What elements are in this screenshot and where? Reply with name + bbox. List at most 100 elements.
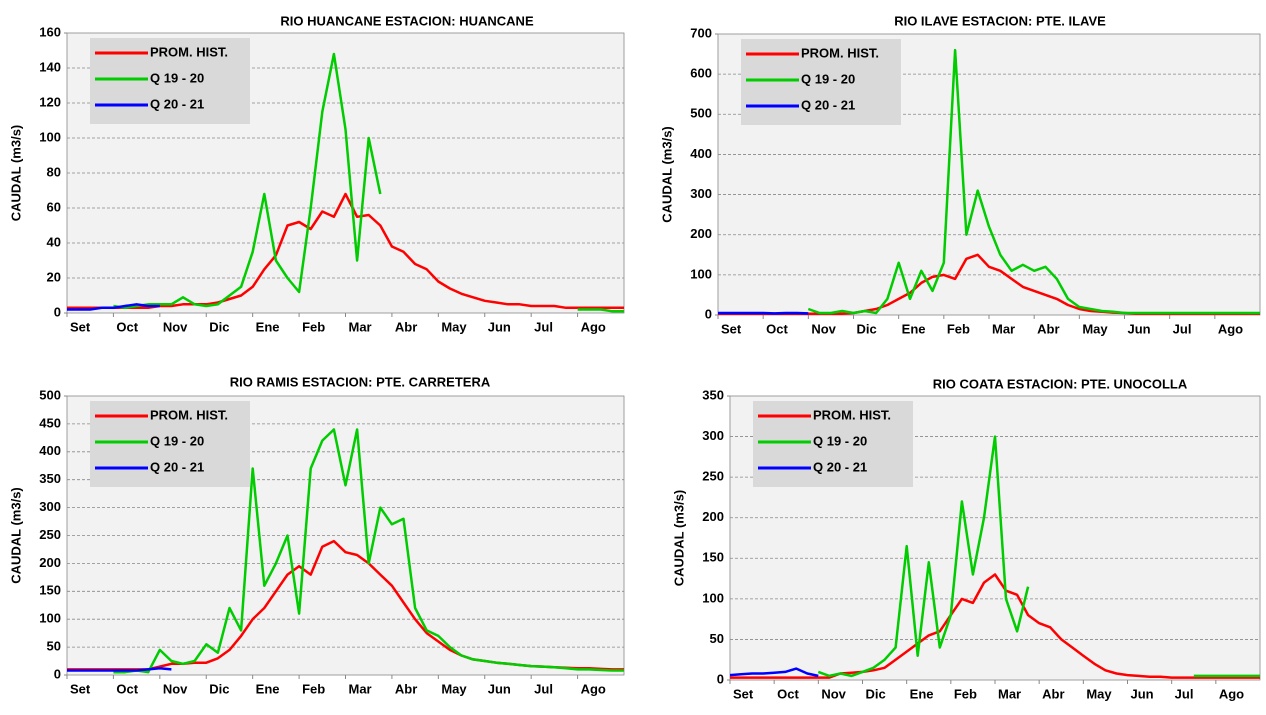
y-axis-label: CAUDAL (m3/s) [671, 490, 686, 587]
x-tick-label: Nov [811, 321, 836, 336]
y-tick-label: 100 [702, 590, 724, 605]
legend-label: Q 20 - 21 [150, 459, 204, 474]
x-tick-label: Mar [349, 681, 372, 696]
y-tick-label: 50 [710, 631, 724, 646]
y-tick-label: 500 [690, 106, 712, 121]
y-tick-label: 200 [702, 509, 724, 524]
x-tick-label: Ago [581, 681, 606, 696]
x-tick-label: Dic [857, 321, 877, 336]
y-tick-label: 350 [39, 471, 61, 486]
x-tick-label: May [1086, 686, 1112, 701]
legend-label: Q 19 - 20 [150, 433, 204, 448]
x-tick-label: Dic [209, 319, 229, 334]
y-tick-label: 50 [47, 639, 61, 654]
x-tick-label: Set [70, 681, 91, 696]
legend-label: PROM. HIST. [150, 44, 228, 59]
y-tick-label: 350 [702, 387, 724, 402]
y-tick-label: 150 [702, 550, 724, 565]
chart-title: RIO ILAVE ESTACION: PTE. ILAVE [894, 13, 1106, 28]
x-tick-label: Abr [1042, 686, 1064, 701]
y-tick-label: 300 [39, 499, 61, 514]
x-tick-label: Ene [910, 686, 934, 701]
x-tick-label: Ago [1219, 686, 1244, 701]
x-tick-label: Oct [777, 686, 799, 701]
x-tick-label: Mar [992, 321, 1015, 336]
y-tick-label: 0 [705, 306, 712, 321]
x-tick-label: Ago [581, 319, 606, 334]
legend-label: PROM. HIST. [801, 45, 879, 60]
x-tick-label: Ene [256, 319, 280, 334]
x-tick-label: Dic [866, 686, 886, 701]
y-tick-label: 200 [690, 226, 712, 241]
y-tick-label: 250 [39, 527, 61, 542]
x-tick-label: May [441, 319, 467, 334]
y-tick-label: 150 [39, 583, 61, 598]
y-tick-label: 400 [690, 146, 712, 161]
x-tick-label: Feb [947, 321, 970, 336]
legend-label: PROM. HIST. [813, 407, 891, 422]
x-tick-label: Jul [1175, 686, 1194, 701]
x-tick-label: Ene [256, 681, 280, 696]
y-tick-label: 0 [717, 671, 724, 686]
y-tick-label: 100 [690, 266, 712, 281]
x-tick-label: Oct [116, 681, 138, 696]
y-tick-label: 300 [702, 428, 724, 443]
x-tick-label: Jun [1128, 321, 1151, 336]
y-tick-label: 300 [690, 186, 712, 201]
y-tick-label: 140 [39, 59, 61, 74]
y-tick-label: 200 [39, 555, 61, 570]
y-tick-label: 100 [39, 611, 61, 626]
x-tick-label: Nov [163, 319, 188, 334]
y-tick-label: 20 [47, 269, 61, 284]
x-tick-label: Ago [1218, 321, 1243, 336]
x-tick-label: Ene [902, 321, 926, 336]
x-tick-label: Set [70, 319, 91, 334]
y-tick-label: 600 [690, 66, 712, 81]
x-tick-label: Feb [302, 681, 325, 696]
chart: RIO RAMIS ESTACION: PTE. CARRETERA CAUDAL… [8, 374, 624, 696]
y-tick-label: 500 [39, 387, 61, 402]
legend-label: Q 20 - 21 [801, 97, 855, 112]
y-tick-label: 450 [39, 415, 61, 430]
legend-label: Q 19 - 20 [150, 70, 204, 85]
x-tick-label: Nov [163, 681, 188, 696]
x-tick-label: Oct [116, 319, 138, 334]
y-tick-label: 700 [690, 25, 712, 40]
chart-title: RIO COATA ESTACION: PTE. UNOCOLLA [933, 376, 1188, 391]
y-tick-label: 100 [39, 129, 61, 144]
x-tick-label: Set [721, 321, 742, 336]
chart-title: RIO RAMIS ESTACION: PTE. CARRETERA [230, 374, 491, 389]
x-tick-label: Mar [998, 686, 1021, 701]
x-tick-label: Set [733, 686, 754, 701]
x-tick-label: Jun [488, 319, 511, 334]
y-axis-label: CAUDAL (m3/s) [8, 487, 23, 584]
x-tick-label: Feb [302, 319, 325, 334]
x-tick-label: Dic [209, 681, 229, 696]
legend-label: Q 20 - 21 [150, 96, 204, 111]
legend-label: Q 19 - 20 [813, 433, 867, 448]
y-tick-label: 40 [47, 234, 61, 249]
x-tick-label: Jul [534, 319, 553, 334]
y-tick-label: 80 [47, 164, 61, 179]
legend-label: Q 20 - 21 [813, 459, 867, 474]
x-tick-label: Abr [1037, 321, 1059, 336]
y-axis-label: CAUDAL (m3/s) [659, 126, 674, 223]
x-tick-label: Oct [766, 321, 788, 336]
x-tick-label: Abr [395, 681, 417, 696]
x-tick-label: Mar [349, 319, 372, 334]
y-tick-label: 160 [39, 24, 61, 39]
chart-title: RIO HUANCANE ESTACION: HUANCANE [280, 13, 534, 28]
y-tick-label: 400 [39, 443, 61, 458]
x-tick-label: Jun [1131, 686, 1154, 701]
x-tick-label: Jul [1173, 321, 1192, 336]
chart: RIO COATA ESTACION: PTE. UNOCOLLA CAUDAL … [671, 376, 1260, 701]
y-tick-label: 0 [54, 304, 61, 319]
y-tick-label: 60 [47, 199, 61, 214]
x-tick-label: Abr [395, 319, 417, 334]
x-tick-label: May [1082, 321, 1108, 336]
x-tick-label: Nov [821, 686, 846, 701]
legend-label: PROM. HIST. [150, 407, 228, 422]
x-tick-label: May [441, 681, 467, 696]
